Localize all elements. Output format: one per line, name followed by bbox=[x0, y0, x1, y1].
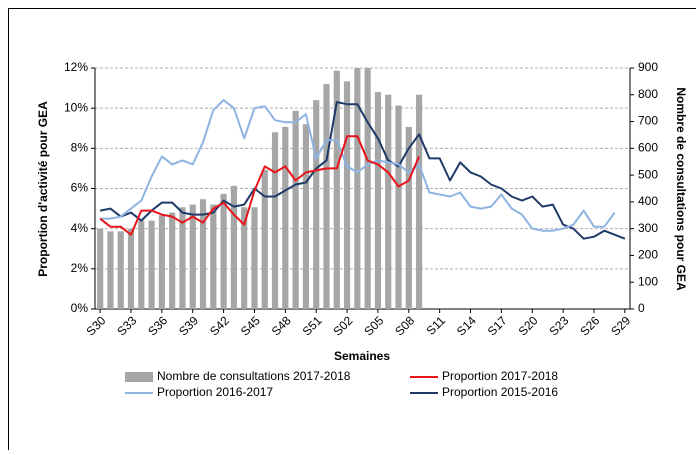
y2-tick-label: 700 bbox=[638, 114, 658, 128]
y-axis-title: Proportion d'activité pour GEA bbox=[36, 101, 50, 277]
y2-tick-label: 500 bbox=[638, 167, 658, 181]
x-tick-label: S14 bbox=[454, 313, 479, 338]
bar bbox=[406, 127, 412, 309]
x-tick-label: S08 bbox=[392, 313, 417, 338]
y2-tick-label: 900 bbox=[638, 60, 658, 74]
legend-label: Proportion 2016-2017 bbox=[157, 385, 273, 399]
bar bbox=[303, 124, 309, 309]
bar bbox=[190, 205, 196, 309]
bar bbox=[200, 199, 206, 309]
bar bbox=[118, 231, 124, 309]
y-tick-label: 6% bbox=[71, 181, 89, 195]
x-tick-label: S48 bbox=[269, 313, 294, 338]
bar bbox=[365, 68, 371, 309]
y2-tick-label: 100 bbox=[638, 274, 658, 288]
legend-label: Proportion 2017-2018 bbox=[442, 369, 558, 383]
y2-axis-title: Nombre de consultations pour GEA bbox=[674, 87, 688, 291]
frame bbox=[9, 9, 696, 451]
bar bbox=[416, 95, 422, 309]
line bbox=[100, 102, 625, 239]
y2-tick-label: 200 bbox=[638, 248, 658, 262]
y-tick-label: 10% bbox=[64, 100, 88, 114]
y2-tick-label: 600 bbox=[638, 141, 658, 155]
y-tick-label: 0% bbox=[71, 301, 89, 315]
bar bbox=[282, 127, 288, 309]
x-tick-label: S26 bbox=[577, 313, 602, 338]
bar bbox=[107, 231, 113, 309]
x-tick-label: S20 bbox=[516, 313, 541, 338]
y2-tick-label: 0 bbox=[638, 301, 645, 315]
x-tick-label: S02 bbox=[330, 313, 355, 338]
bar bbox=[138, 221, 144, 309]
bar bbox=[385, 95, 391, 309]
x-tick-label: S29 bbox=[608, 313, 633, 338]
y-tick-label: 4% bbox=[71, 221, 89, 235]
bar bbox=[159, 215, 165, 309]
bar bbox=[262, 170, 268, 309]
x-tick-label: S11 bbox=[424, 313, 449, 338]
bar bbox=[395, 105, 401, 309]
y2-tick-label: 400 bbox=[638, 194, 658, 208]
y2-tick-label: 800 bbox=[638, 87, 658, 101]
bar bbox=[128, 229, 134, 309]
x-tick-label: S36 bbox=[145, 313, 170, 338]
legend-label: Nombre de consultations 2017-2018 bbox=[157, 369, 351, 383]
x-tick-label: S05 bbox=[361, 313, 386, 338]
y2-tick-label: 300 bbox=[638, 221, 658, 235]
x-tick-label: S23 bbox=[546, 313, 571, 338]
legend-swatch bbox=[125, 372, 153, 382]
x-tick-label: S45 bbox=[238, 313, 263, 338]
bar bbox=[313, 100, 319, 309]
x-tick-label: S33 bbox=[114, 313, 139, 338]
x-tick-label: S51 bbox=[300, 313, 325, 338]
bar bbox=[293, 111, 299, 309]
bar bbox=[272, 132, 278, 309]
y-tick-label: 12% bbox=[64, 60, 88, 74]
x-tick-label: S42 bbox=[207, 313, 232, 338]
x-tick-label: S30 bbox=[84, 313, 109, 338]
bar bbox=[97, 229, 103, 309]
bar bbox=[344, 81, 350, 309]
legend-label: Proportion 2015-2016 bbox=[442, 385, 558, 399]
x-axis-title: Semaines bbox=[334, 349, 390, 363]
bar bbox=[251, 207, 257, 309]
x-tick-label: S17 bbox=[485, 313, 510, 338]
y-tick-label: 8% bbox=[71, 141, 89, 155]
y-tick-label: 2% bbox=[71, 261, 89, 275]
x-tick-label: S39 bbox=[176, 313, 201, 338]
bar bbox=[323, 84, 329, 309]
bar bbox=[210, 205, 216, 309]
bar bbox=[169, 213, 175, 309]
bar bbox=[375, 92, 381, 309]
bar bbox=[149, 221, 155, 309]
bar bbox=[221, 194, 227, 309]
